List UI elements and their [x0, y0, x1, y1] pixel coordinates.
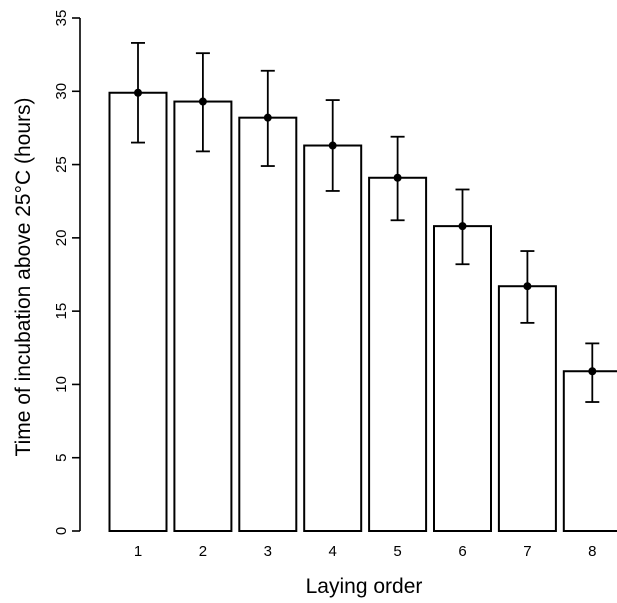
- bars-group: [108, 91, 617, 533]
- bar: [368, 176, 428, 533]
- mean-point: [263, 113, 272, 122]
- y-axis-title: Time of incubation above 25°C (hours): [12, 98, 35, 457]
- error-bars-group: [131, 42, 600, 403]
- x-tick-label: 2: [199, 543, 207, 560]
- x-axis-ticks: 1 2 3 4 5 6 7 8: [134, 543, 597, 560]
- x-tick-label: 6: [458, 543, 466, 560]
- bar: [562, 370, 617, 533]
- x-axis-title: Laying order: [306, 575, 423, 598]
- mean-point: [523, 282, 532, 291]
- x-tick-label: 4: [329, 543, 337, 560]
- y-tick-label: 25: [53, 156, 70, 173]
- bar: [433, 225, 492, 532]
- x-tick-label: 1: [134, 543, 142, 560]
- mean-point: [198, 97, 207, 106]
- x-tick-label: 8: [588, 543, 596, 560]
- mean-point: [134, 88, 142, 97]
- bar: [238, 116, 298, 532]
- mean-point: [393, 173, 402, 182]
- mean-point: [328, 141, 337, 150]
- y-tick-label: 35: [53, 10, 70, 27]
- y-tick-label: 5: [53, 454, 70, 462]
- y-tick-label: 0: [53, 527, 70, 535]
- y-tick-label: 30: [53, 83, 70, 100]
- x-tick-label: 7: [523, 543, 531, 560]
- y-tick-label: 10: [53, 376, 70, 393]
- bar: [497, 285, 557, 532]
- bar: [173, 100, 233, 532]
- y-tick-label: 20: [53, 230, 70, 247]
- mean-point: [458, 222, 467, 231]
- x-tick-label: 3: [264, 543, 272, 560]
- bar: [303, 144, 363, 532]
- x-tick-label: 5: [393, 543, 401, 560]
- bar: [108, 91, 168, 532]
- y-axis: 0 5 10 15 20 25 30 35: [53, 10, 81, 535]
- y-tick-label: 15: [53, 303, 70, 320]
- mean-point: [588, 367, 597, 376]
